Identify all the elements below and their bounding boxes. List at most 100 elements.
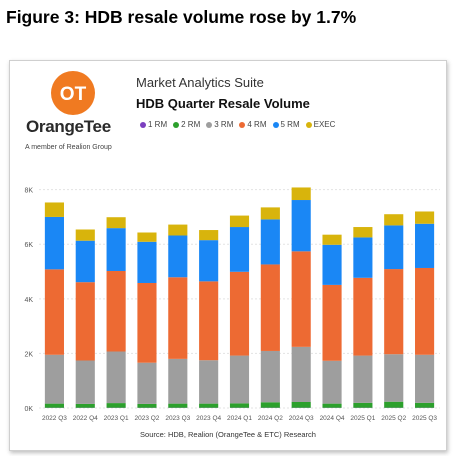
legend-item: EXEC: [305, 120, 336, 129]
bar-segment-4-rm: [322, 284, 342, 361]
bar-segment-5-rm: [229, 227, 250, 272]
legend-item: 3 RM: [206, 120, 233, 129]
legend-label: 4 RM: [247, 120, 267, 129]
chart-title: HDB Quarter Resale Volume: [136, 96, 310, 111]
bar-segment-exec: [384, 214, 404, 226]
chart-plot: 0K 2K 4K 6K 8K 2022 Q3 2022 Q4 2023 Q1 2023 Q2 20…: [24, 187, 440, 422]
legend-dot-icon: [239, 121, 246, 128]
bar-segment-4-rm: [260, 264, 280, 351]
bar-segment-exec: [137, 232, 157, 242]
bar-segment-exec: [75, 229, 95, 241]
bar-segment-5-rm: [322, 244, 342, 285]
x-tick-label: 2025 Q1: [350, 415, 375, 422]
bar-segment-2-rm: [137, 403, 157, 408]
bar-segment-3-rm: [106, 351, 126, 404]
bar-segment-4-rm: [44, 269, 64, 355]
orangetee-logo-icon: OT: [51, 71, 95, 115]
bar-segment-2-rm: [291, 401, 311, 408]
bar-segment-4-rm: [353, 277, 373, 356]
bar-segment-4-rm: [199, 281, 219, 361]
legend-label: 2 RM: [181, 120, 201, 129]
bar-segment-exec: [44, 202, 64, 217]
bar-segment-2-rm: [322, 403, 342, 408]
x-tick-label: 2024 Q3: [289, 415, 314, 422]
bar-segment-3-rm: [199, 360, 219, 404]
bar-segment-4-rm: [291, 251, 311, 347]
bar-segment-exec: [229, 215, 250, 228]
legend-dot-icon: [140, 121, 146, 128]
bar-segment-3-rm: [322, 360, 342, 404]
bar-segment-5-rm: [384, 225, 404, 270]
bar-segment-5-rm: [137, 241, 157, 283]
x-tick-label: 2024 Q4: [320, 415, 345, 422]
figure-title: Figure 3: HDB resale volume rose by 1.7%: [6, 7, 357, 27]
bar-segment-2-rm: [384, 401, 404, 408]
bar-segment-exec: [199, 230, 219, 241]
bar-segment-3-rm: [229, 355, 250, 404]
x-tick-label: 2023 Q2: [134, 415, 159, 422]
y-tick-label: 4K: [24, 297, 33, 304]
legend-item: 5 RM: [272, 120, 300, 129]
legend-label: 3 RM: [214, 120, 234, 129]
legend-label: 5 RM: [280, 120, 300, 129]
bar-segment-5-rm: [199, 240, 219, 282]
bar-segment-3-rm: [75, 360, 95, 404]
bar-segment-4-rm: [415, 267, 435, 355]
bar-segment-2-rm: [75, 403, 95, 408]
bar-segment-2-rm: [168, 403, 188, 408]
suite-name: Market Analytics Suite: [136, 75, 264, 90]
bar-segment-2-rm: [229, 403, 250, 408]
legend-label: EXEC: [313, 120, 336, 129]
bar-segment-exec: [291, 187, 311, 201]
x-tick-label: 2025 Q3: [412, 415, 437, 422]
x-tick-label: 2022 Q4: [73, 415, 98, 422]
bar-segment-3-rm: [384, 354, 404, 402]
bar-segment-5-rm: [44, 216, 64, 270]
source-note: Source: HDB, Realion (OrangeTee & ETC) R…: [140, 430, 316, 439]
legend-item: 4 RM: [239, 120, 267, 129]
bar-segment-5-rm: [291, 200, 311, 252]
bar-segment-exec: [260, 207, 280, 220]
y-tick-label: 6K: [24, 242, 33, 249]
legend-item: 2 RM: [173, 120, 200, 129]
logo-tagline: A member of Realion Group: [25, 144, 112, 151]
bar-segment-5-rm: [260, 219, 280, 265]
bar-segment-3-rm: [44, 354, 64, 404]
bar-segment-4-rm: [106, 270, 126, 352]
bar-segment-3-rm: [291, 346, 311, 402]
x-tick-label: 2023 Q3: [165, 415, 190, 422]
bar-segment-3-rm: [353, 355, 373, 403]
bar-segment-2-rm: [44, 403, 64, 408]
x-tick-label: 2023 Q1: [104, 415, 129, 422]
bar-segment-4-rm: [137, 282, 157, 363]
x-tick-label: 2025 Q2: [381, 415, 406, 422]
bar-segment-4-rm: [229, 271, 250, 356]
bar-segment-5-rm: [353, 237, 373, 278]
x-tick-label: 2022 Q3: [42, 415, 67, 422]
bar-segment-4-rm: [168, 277, 188, 359]
legend-item: 1 RM: [140, 120, 167, 129]
bar-segment-2-rm: [353, 402, 373, 408]
legend-dot-icon: [272, 121, 279, 128]
bar-segment-3-rm: [260, 350, 280, 403]
chart-legend: 1 RM 2 RM 3 RM 4 RM 5 RM EXEC: [140, 120, 335, 129]
bar-segment-exec: [106, 217, 126, 229]
y-tick-label: 2K: [24, 351, 33, 358]
bar-segment-exec: [415, 211, 435, 224]
bar-segment-2-rm: [199, 403, 219, 408]
x-tick-label: 2024 Q2: [258, 415, 283, 422]
legend-dot-icon: [206, 121, 213, 128]
bar-segment-5-rm: [75, 240, 95, 283]
bar-segment-3-rm: [415, 354, 435, 403]
bar-segment-4-rm: [384, 269, 404, 355]
bar-segment-2-rm: [260, 402, 280, 408]
chart-card: OT OrangeTee A member of Realion Group M…: [9, 60, 447, 451]
bar-segment-5-rm: [106, 228, 126, 271]
y-tick-label: 8K: [24, 188, 33, 195]
bar-segment-3-rm: [137, 362, 157, 404]
x-tick-label: 2024 Q1: [227, 415, 252, 422]
bar-segment-exec: [353, 227, 373, 238]
bar-segment-exec: [322, 234, 342, 245]
x-tick-label: 2023 Q4: [196, 415, 221, 422]
legend-label: 1 RM: [148, 120, 168, 129]
